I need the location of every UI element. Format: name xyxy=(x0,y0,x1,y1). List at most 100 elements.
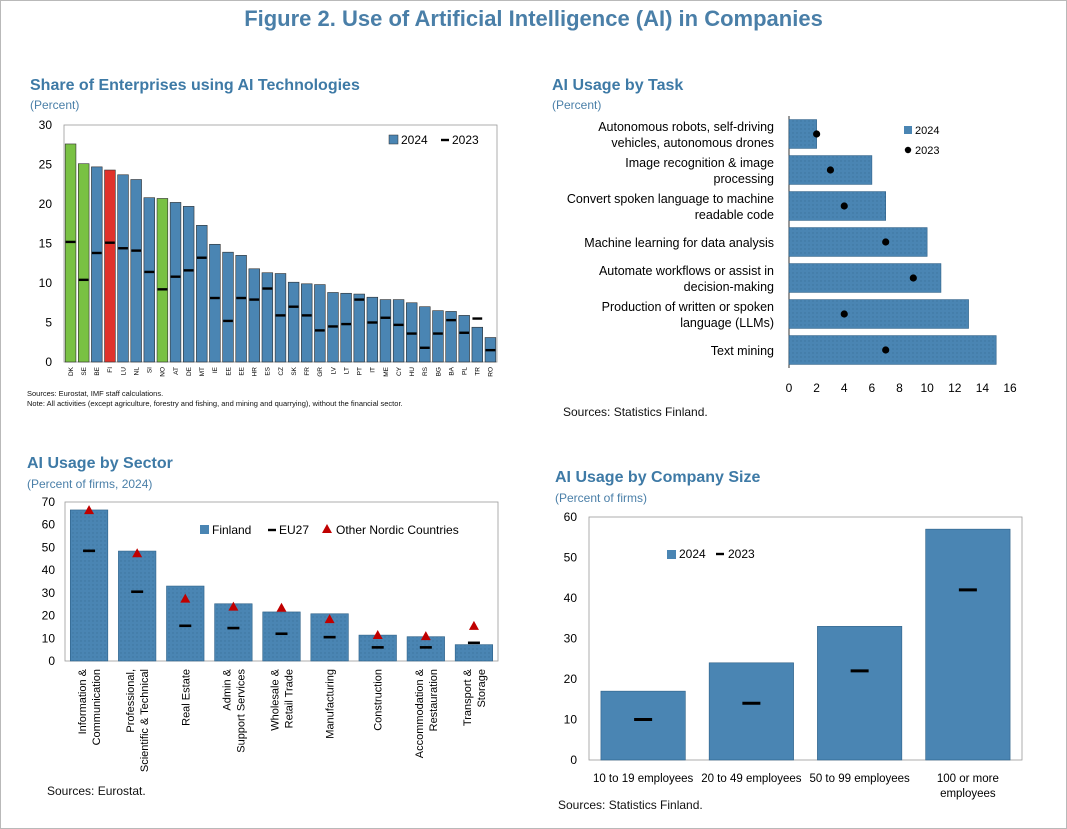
sector-subtitle: (Percent of firms, 2024) xyxy=(27,477,153,491)
x-tick-label: EE xyxy=(238,366,245,375)
bar-finland xyxy=(262,611,301,662)
dot-2023 xyxy=(826,166,835,174)
bar-finland xyxy=(214,603,253,662)
x-tick-label: 4 xyxy=(841,381,848,395)
bar-finland xyxy=(118,550,157,662)
size-chart: 0 10 20 30 40 50 60 10 to 19 employees 20 to 49 … xyxy=(564,510,1023,800)
bar-2024 xyxy=(117,174,129,363)
marker-nordic xyxy=(228,601,239,611)
bar-2024 xyxy=(156,198,169,363)
x-tick-label: GR xyxy=(317,367,324,377)
y-tick-label: 30 xyxy=(39,118,53,132)
x-tick-label: RS xyxy=(422,366,429,376)
size-title: AI Usage by Company Size xyxy=(555,469,761,486)
size-label: employees xyxy=(940,788,996,800)
bar-2024 xyxy=(445,311,457,363)
x-tick-label: 14 xyxy=(976,381,990,395)
x-tick-label: LV xyxy=(330,366,337,374)
x-tick-label: 0 xyxy=(786,381,793,395)
bar-2024 xyxy=(458,315,470,363)
task-source: Sources: Statistics Finland. xyxy=(563,405,708,419)
dot-2023 xyxy=(882,238,890,246)
x-tick-label: AT xyxy=(173,367,180,375)
x-tick-label: RO xyxy=(488,367,495,377)
x-tick-label: EE xyxy=(225,366,232,375)
task-label: vehicles, autonomous drones xyxy=(611,136,774,150)
bar-2024 xyxy=(788,263,942,293)
x-tick-label: 2 xyxy=(813,381,820,395)
dot-2023 xyxy=(813,130,821,138)
enterprises-source: Sources: Eurostat, IMF staff calculation… xyxy=(27,389,164,398)
y-tick-label: 70 xyxy=(42,495,56,509)
sector-label: Information & xyxy=(77,668,89,734)
legend-label-finland: Finland xyxy=(212,523,251,537)
plot-frame xyxy=(588,516,1023,761)
x-tick-label: ES xyxy=(265,366,272,375)
y-tick-label: 20 xyxy=(39,197,53,211)
x-tick-label: BA xyxy=(448,366,455,375)
task-label: Automate workflows or assist in xyxy=(599,264,774,278)
sector-label: Transport & xyxy=(462,668,474,726)
y-tick-label: 0 xyxy=(570,753,577,767)
x-tick-label: PT xyxy=(357,367,364,375)
dot-2023 xyxy=(909,274,917,282)
bar-2024 xyxy=(788,191,886,221)
bar-2024 xyxy=(788,227,928,257)
sector-label: Restauration xyxy=(428,669,440,731)
legend-label-2024: 2024 xyxy=(915,125,939,137)
y-tick-label: 50 xyxy=(42,540,56,554)
y-tick-label: 60 xyxy=(564,510,578,524)
task-chart: 0 2 4 6 8 10 12 14 16 Autonomous robots, self-dri… xyxy=(567,116,1017,395)
x-tick-label: 16 xyxy=(1003,381,1017,395)
x-tick-label: PL xyxy=(461,367,468,375)
legend-label-2023: 2023 xyxy=(728,547,755,561)
sector-chart: 0 10 20 30 40 50 60 70 Information & Communicatio… xyxy=(42,495,499,772)
x-tick-label: 12 xyxy=(948,381,962,395)
bar-2024 xyxy=(182,206,195,363)
bar-2024 xyxy=(432,310,444,363)
task-label: processing xyxy=(714,172,774,186)
y-tick-label: 10 xyxy=(42,631,56,645)
bar-2024 xyxy=(104,169,116,363)
bar-2024 xyxy=(78,163,90,363)
bar-2024 xyxy=(235,255,247,363)
bar-2024 xyxy=(91,166,103,363)
bar-2024 xyxy=(471,326,483,363)
x-tick-label: NO xyxy=(160,367,167,377)
marker-nordic xyxy=(132,548,143,558)
task-subtitle: (Percent) xyxy=(552,98,602,112)
legend-swatch-2024 xyxy=(667,550,676,559)
marker-nordic xyxy=(84,505,95,515)
enterprises-chart: 0 5 10 15 20 25 30 DK SE BE FI LU NL SI NO AT DE MT IE EE EE… xyxy=(39,118,498,377)
task-label: Autonomous robots, self-driving xyxy=(598,120,774,134)
bar-finland xyxy=(69,509,109,662)
size-label: 100 or more xyxy=(937,773,999,785)
task-label: decision-making xyxy=(684,280,774,294)
marker-nordic xyxy=(420,631,431,641)
legend-swatch-finland xyxy=(200,525,209,534)
x-tick-label: 10 xyxy=(920,381,934,395)
bar-2024 xyxy=(248,268,260,363)
task-label: Image recognition & image xyxy=(625,156,774,170)
legend-marker-nordic xyxy=(322,524,332,533)
sector-label: Storage xyxy=(476,669,488,708)
enterprises-subtitle: (Percent) xyxy=(30,98,80,112)
sector-label: Manufacturing xyxy=(325,669,337,739)
bar-2024 xyxy=(222,251,234,363)
sector-label: Wholesale & xyxy=(270,668,282,730)
marker-nordic xyxy=(180,593,191,603)
x-tick-label: 6 xyxy=(869,381,876,395)
dot-2023 xyxy=(840,202,848,210)
sector-label: Support Services xyxy=(235,669,247,753)
x-tick-label: LU xyxy=(120,367,127,376)
size-subtitle: (Percent of firms) xyxy=(555,491,648,505)
y-tick-label: 10 xyxy=(39,276,53,290)
sector-title: AI Usage by Sector xyxy=(27,455,173,472)
x-tick-label: SE xyxy=(81,366,88,375)
y-tick-label: 30 xyxy=(564,632,578,646)
x-tick-label: FR xyxy=(304,367,311,376)
bar-2024 xyxy=(392,299,405,363)
figure-title: Figure 2. Use of Artificial Intelligence… xyxy=(244,6,823,31)
x-tick-label: CZ xyxy=(278,367,285,376)
bar-2024 xyxy=(301,283,313,363)
